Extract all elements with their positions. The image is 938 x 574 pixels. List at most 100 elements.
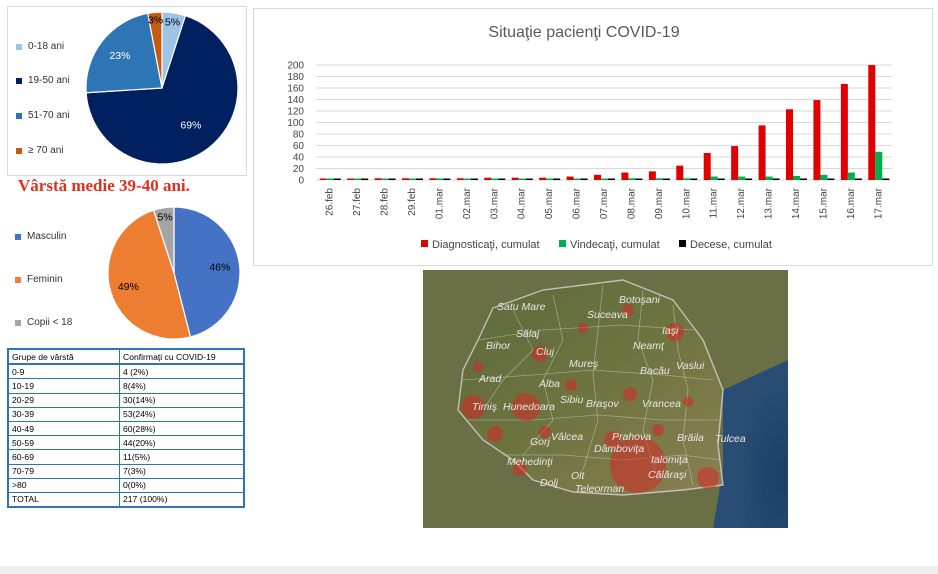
table-row: 20-29 30(14%) <box>7 392 245 408</box>
bar <box>511 177 519 180</box>
table-cell: TOTAL <box>7 491 120 508</box>
bar <box>621 172 629 180</box>
pie-slice <box>173 206 241 338</box>
x-tick-label: 12.mar <box>736 187 747 219</box>
table-row: 10-19 8(4%) <box>7 378 245 394</box>
case-marker <box>487 426 503 442</box>
legend-swatch <box>16 43 22 50</box>
legend-swatch <box>15 233 21 240</box>
pie-data-label: 49% <box>118 281 139 293</box>
county-label: Bacău <box>640 365 670 377</box>
x-tick-label: 29.feb <box>407 188 418 216</box>
bar <box>628 178 636 180</box>
x-tick-label: 02.mar <box>462 187 473 219</box>
bar <box>553 178 561 180</box>
pie-data-label: 46% <box>209 262 230 274</box>
legend-label: 19-50 ani <box>28 75 70 86</box>
pie-data-label: 3% <box>148 14 163 26</box>
table-row: 70-79 7(3%) <box>7 463 245 479</box>
table-cell: 53(24%) <box>119 406 245 422</box>
x-tick-label: 10.mar <box>681 187 692 219</box>
x-tick-label: 11.mar <box>709 187 720 218</box>
case-marker <box>652 424 664 436</box>
table-cell: 70-79 <box>7 463 120 479</box>
case-markers <box>461 304 719 493</box>
county-label: Tulcea <box>715 433 746 445</box>
bar <box>786 109 793 180</box>
gender-legend-item: Copii < 18 <box>15 317 72 328</box>
table-cell: 11(5%) <box>119 449 245 465</box>
county-label: Gorj <box>530 436 551 448</box>
case-marker <box>623 387 637 401</box>
bar <box>840 83 848 180</box>
bar <box>738 176 746 180</box>
county-label: Vrancea <box>642 398 681 410</box>
table-cell: 60(28%) <box>119 420 245 437</box>
table-row: 0-9 4 (2%) <box>7 363 245 380</box>
bar <box>374 178 382 180</box>
case-marker <box>565 379 577 391</box>
age-legend-item: ≥ 70 ani <box>16 145 64 156</box>
y-tick-label: 60 <box>293 141 305 152</box>
county-label: Sălaj <box>516 328 540 340</box>
x-tick-label: 01.mar <box>434 187 445 219</box>
bar <box>470 178 478 180</box>
case-marker <box>513 462 527 476</box>
y-tick-label: 80 <box>293 130 305 141</box>
table-header: Confirmați cu COVID-19 <box>119 348 245 366</box>
bar <box>601 178 608 180</box>
x-tick-label: 26.feb <box>325 188 336 216</box>
average-age-heading: Vârstă medie 39-40 ani. <box>18 176 190 195</box>
county-label: Brăila <box>677 432 704 444</box>
bar <box>381 178 389 180</box>
x-tick-label: 27.feb <box>352 188 363 216</box>
case-marker <box>697 467 719 489</box>
case-marker <box>622 304 634 316</box>
bar <box>765 176 773 180</box>
legend-swatch <box>421 240 428 247</box>
county-label: Hunedoara <box>503 401 555 413</box>
case-marker <box>532 346 548 362</box>
y-tick-label: 100 <box>287 118 304 129</box>
bottom-scroll-area <box>0 566 938 574</box>
table-row: 60-69 11(5%) <box>7 449 245 465</box>
bar <box>676 165 684 180</box>
case-marker <box>666 323 684 341</box>
bar <box>498 178 506 180</box>
x-tick-label: 07.mar <box>599 187 610 219</box>
county-label: Bihor <box>486 340 511 352</box>
bar <box>847 172 855 180</box>
table-header-row: Grupe de vârstă Confirmați cu COVID-19 <box>7 348 245 366</box>
romania-outline <box>457 279 724 496</box>
chart-title: Situaţie pacienţi COVID-19 <box>488 24 679 41</box>
legend-label: ≥ 70 ani <box>28 145 64 156</box>
county-label: Braşov <box>586 398 619 410</box>
county-label: Arad <box>478 373 502 385</box>
gender-legend-item: Feminin <box>15 274 63 285</box>
legend-swatch <box>15 276 21 283</box>
bar <box>436 178 444 180</box>
table-cell: >80 <box>7 477 120 493</box>
legend-label: 51-70 ani <box>28 110 70 121</box>
black-sea <box>713 360 788 528</box>
county-label: Ialomiţa <box>651 454 688 466</box>
bar <box>731 146 739 180</box>
bar <box>793 175 800 180</box>
county-label: Satu Mare <box>497 301 546 313</box>
age-pie-chart: 5% 69% 23% 3% <box>85 11 239 165</box>
case-marker <box>578 323 588 333</box>
county-label: Botoşani <box>619 294 661 306</box>
pie-data-label: 23% <box>109 50 130 62</box>
bar <box>361 178 369 180</box>
x-tick-label: 04.mar <box>517 187 528 219</box>
bar <box>758 125 766 180</box>
county-label: Teleorman <box>575 483 624 495</box>
county-label: Iaşi <box>662 325 679 337</box>
gender-pie-panel: Masculin Feminin Copii < 18 46% 49% 5% <box>7 200 245 344</box>
age-legend-item: 51-70 ani <box>16 110 70 121</box>
bar <box>491 178 499 180</box>
legend-label: Feminin <box>27 274 63 285</box>
x-tick-label: 09.mar <box>654 187 665 219</box>
legend-swatch <box>559 240 566 247</box>
table-cell: 30(14%) <box>119 392 245 408</box>
